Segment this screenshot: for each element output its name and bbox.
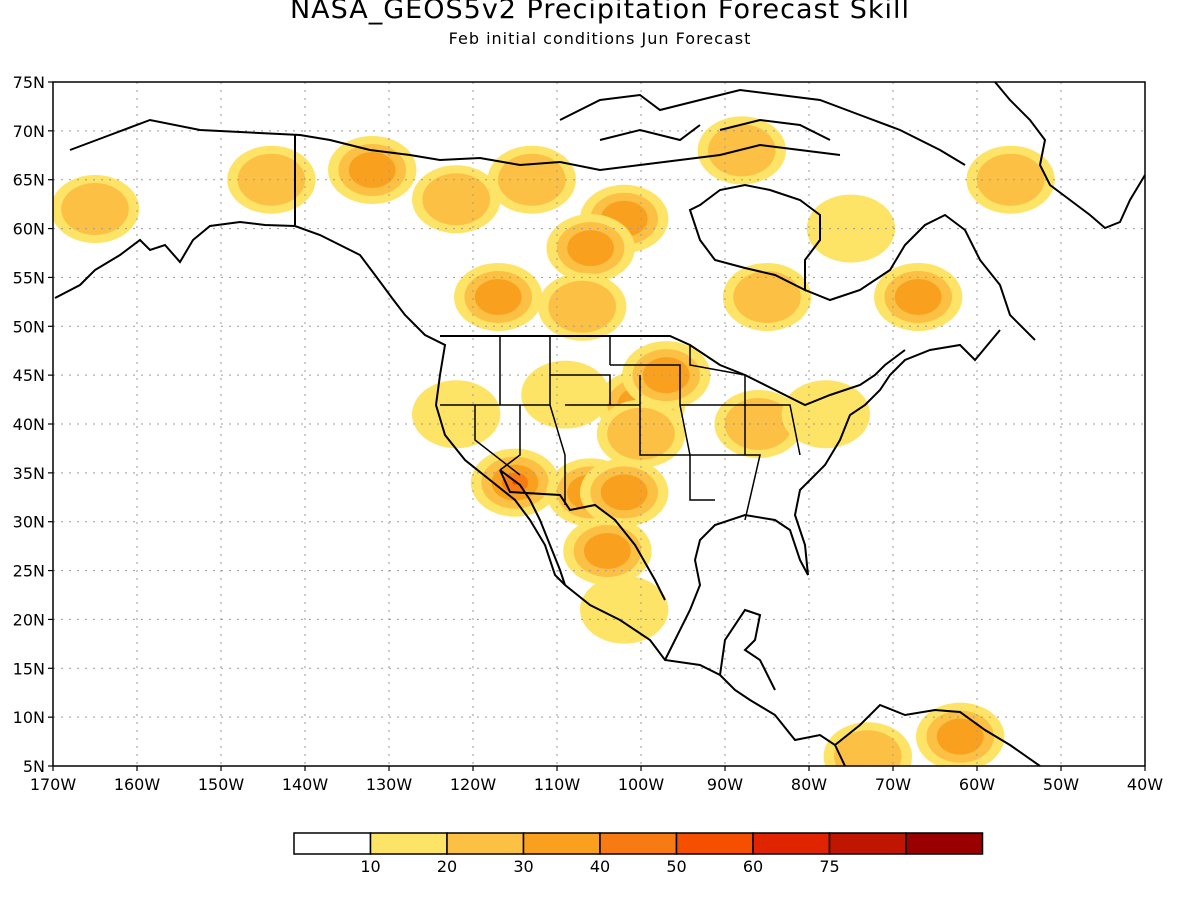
skill-region-16-level-3 [584,533,631,570]
axis-ticks: 5N 10N 15N 20N 25N 30N 35N 40N 45N 50N 55N 60N 65N 70… [13,73,1164,794]
legend-label-5: 60 [743,857,763,876]
us-state-lines [440,336,801,521]
lat-tick-label: 40N [13,415,45,434]
lon-tick-label: 130W [366,775,413,794]
lon-tick-label: 80W [791,775,827,794]
skill-region-2-level-2 [237,153,306,206]
legend-label-4: 50 [666,857,686,876]
skill-region-10-level-3 [894,278,942,315]
baja-and-mexico-coast [499,469,566,586]
skill-region-3-level-2 [61,183,129,236]
lon-tick-label: 140W [282,775,329,794]
lat-tick-label: 35N [13,464,45,483]
skill-region-15-level-3 [600,474,648,511]
skill-region-23-level-1 [412,380,501,449]
north-america-coastline [54,220,846,766]
hudson-bay-coast [688,183,821,292]
legend-swatch-2 [446,832,525,855]
south-america-coast [834,703,1041,766]
canada-us-border [440,335,906,407]
skill-region-22-level-1 [521,360,610,429]
lon-tick-label: 120W [450,775,497,794]
skill-region-12-level-1 [806,194,896,263]
lat-tick-label: 70N [13,122,45,141]
skill-region-1-level-2 [422,173,491,226]
gulf-coast [664,329,1001,661]
lon-tick-label: 40W [1127,775,1163,794]
map-subtitle: Feb initial conditions Jun Forecast [448,29,752,48]
lat-tick-label: 45N [13,366,45,385]
lat-tick-label: 20N [13,610,45,629]
legend-label-1: 20 [437,857,457,876]
labrador-coast [804,213,1036,341]
lat-tick-label: 10N [13,708,45,727]
skill-shading-layer [53,116,1055,766]
legend-swatch-3 [522,832,601,855]
skill-region-19-level-2 [607,407,675,460]
skill-region-0-level-3 [348,151,396,188]
lat-tick-label: 65N [13,171,45,190]
lat-tick-label: 55N [13,268,45,287]
legend-label-6: 75 [819,857,839,876]
legend-swatch-8 [905,832,984,855]
lon-tick-label: 150W [198,775,245,794]
legend-label-0: 10 [360,857,380,876]
skill-region-27-level-1 [580,575,669,644]
skill-region-4-level-2 [498,153,566,206]
lon-tick-label: 160W [114,775,161,794]
skill-region-21-level-1 [781,380,870,449]
lon-tick-label: 60W [959,775,995,794]
map-title: NASA_GEOS5v2 Precipitation Forecast Skil… [289,0,911,25]
skill-region-8-level-2 [548,280,616,333]
lon-tick-label: 90W [707,775,743,794]
lat-tick-label: 50N [13,317,45,336]
lon-tick-label: 70W [875,775,911,794]
legend-swatch-4 [599,832,678,855]
lat-tick-label: 5N [23,757,45,776]
skill-region-26-level-2 [976,153,1045,206]
lat-tick-label: 15N [13,659,45,678]
legend-swatch-5 [675,832,754,855]
greenland-coast [994,82,1145,230]
lat-tick-label: 25N [13,562,45,581]
lat-tick-label: 60N [13,220,45,239]
lon-tick-label: 100W [618,775,665,794]
lon-tick-label: 50W [1043,775,1079,794]
skill-region-24-level-2 [834,730,902,766]
skill-region-18-level-3 [642,357,690,394]
skill-region-7-level-3 [474,278,522,315]
lat-tick-label: 75N [13,73,45,92]
skill-region-6-level-3 [567,230,614,267]
legend-label-3: 40 [590,857,610,876]
legend-swatch-0 [293,832,372,855]
yucatan-coast [719,608,776,691]
legend-swatch-1 [369,832,448,855]
lon-tick-label: 170W [30,775,77,794]
skill-region-25-level-3 [936,718,984,755]
lon-tick-label: 110W [534,775,581,794]
color-legend: 10 20 30 40 50 60 75 [293,832,984,876]
arctic-islands [559,88,966,166]
coastlines-and-borders [54,82,1145,766]
skill-region-9-level-2 [733,270,801,323]
legend-swatch-6 [752,832,831,855]
arctic-coast [69,118,841,172]
lat-tick-label: 30N [13,513,45,532]
us-mexico-border [499,469,666,601]
legend-label-2: 30 [513,857,533,876]
legend-swatch-7 [828,832,907,855]
